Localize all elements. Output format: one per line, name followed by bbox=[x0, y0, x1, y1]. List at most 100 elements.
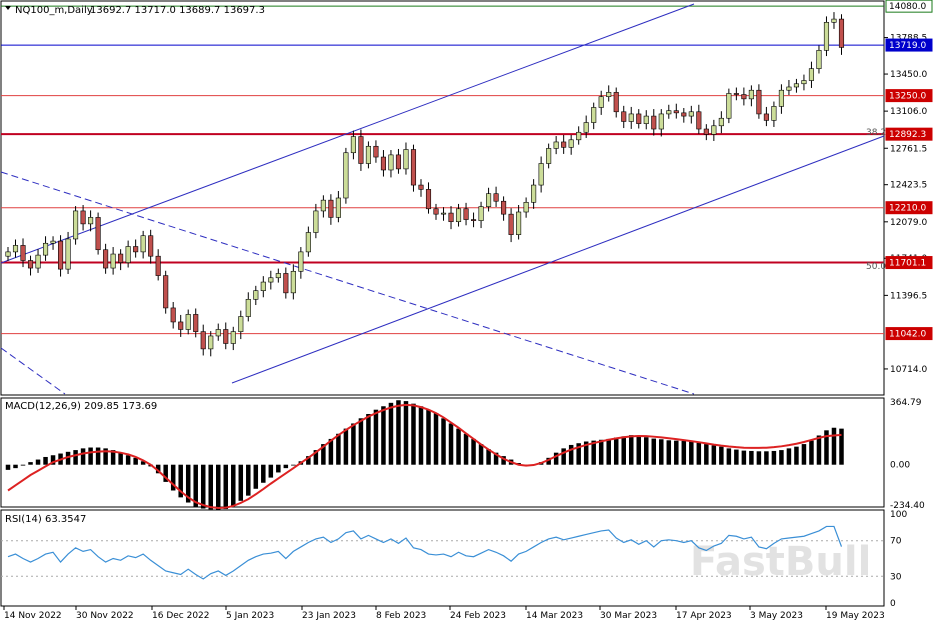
macd-bar bbox=[786, 448, 792, 465]
macd-bar bbox=[125, 455, 131, 465]
candle-body bbox=[606, 92, 612, 97]
candle-body bbox=[696, 111, 702, 130]
candle-body bbox=[486, 193, 492, 207]
macd-bar bbox=[801, 444, 807, 465]
macd-bar bbox=[276, 464, 281, 473]
macd-bar bbox=[373, 409, 379, 465]
macd-bar bbox=[704, 444, 709, 465]
macd-bar bbox=[185, 464, 191, 503]
price-tag-box bbox=[885, 127, 933, 141]
rsi-tick-label: 100 bbox=[890, 510, 907, 520]
candle-body bbox=[380, 156, 386, 171]
macd-bar bbox=[336, 433, 341, 465]
candle-body bbox=[193, 314, 199, 332]
candle-body bbox=[230, 331, 236, 344]
macd-bar bbox=[261, 464, 266, 483]
macd-bar bbox=[118, 452, 123, 465]
candle-body bbox=[373, 145, 379, 158]
rsi-tick-label: 0 bbox=[890, 599, 896, 609]
macd-bar bbox=[306, 456, 311, 465]
macd-bar bbox=[666, 440, 672, 465]
candle-body bbox=[283, 273, 289, 294]
macd-bar bbox=[621, 436, 626, 465]
candle-body bbox=[651, 115, 657, 130]
macd-bar bbox=[163, 464, 168, 482]
channel-upper-line bbox=[0, 3, 695, 264]
price-tick-label: 13450.0 bbox=[890, 70, 927, 80]
macd-bar bbox=[448, 423, 454, 465]
time-tick-label: 14 Mar 2023 bbox=[526, 611, 583, 621]
macd-bar bbox=[238, 464, 244, 501]
candle-body bbox=[733, 93, 739, 95]
price-tag-label: 11042.0 bbox=[889, 330, 926, 340]
candle-body bbox=[801, 80, 807, 85]
time-tick-label: 5 Jan 2023 bbox=[226, 611, 274, 621]
candle-body bbox=[808, 68, 815, 81]
time-tick-label: 8 Feb 2023 bbox=[376, 611, 426, 621]
macd-bar bbox=[140, 461, 146, 465]
time-tick-label: 17 Apr 2023 bbox=[676, 611, 732, 621]
candle-body bbox=[681, 112, 687, 117]
macd-bar bbox=[478, 444, 484, 465]
candle-body bbox=[103, 249, 109, 269]
macd-bar bbox=[223, 464, 229, 510]
candle-body bbox=[170, 307, 176, 323]
price-tag-box bbox=[885, 38, 933, 52]
fib-label-50: 50.0 bbox=[866, 262, 886, 272]
macd-bar bbox=[95, 447, 101, 465]
candle-body bbox=[200, 331, 206, 350]
macd-bar bbox=[283, 464, 289, 469]
candle-body bbox=[598, 96, 604, 108]
candle-body bbox=[208, 335, 214, 350]
macd-bar bbox=[726, 448, 732, 465]
macd-series bbox=[5, 400, 844, 510]
candle-body bbox=[125, 246, 131, 263]
macd-tick-label: 0.00 bbox=[890, 461, 910, 471]
fib-label-38: 38.2 bbox=[866, 128, 886, 138]
candle-body bbox=[643, 115, 649, 124]
collapse-arrow-icon[interactable] bbox=[5, 6, 11, 10]
macd-bar bbox=[839, 428, 844, 465]
candle-body bbox=[88, 217, 94, 225]
macd-bar bbox=[313, 450, 319, 465]
candle-body bbox=[42, 242, 49, 256]
candle-body bbox=[478, 206, 484, 221]
macd-bar bbox=[200, 464, 206, 509]
time-tick-label: 30 Mar 2023 bbox=[600, 611, 657, 621]
macd-bar bbox=[831, 427, 837, 465]
macd-bar bbox=[764, 451, 769, 465]
macd-bar bbox=[5, 464, 11, 470]
macd-bar bbox=[381, 406, 386, 465]
rsi-label: RSI(14) 63.3547 bbox=[5, 514, 86, 525]
macd-bar bbox=[463, 433, 469, 465]
watermark: FastBull bbox=[690, 539, 871, 585]
macd-bar bbox=[433, 413, 439, 465]
candle-body bbox=[816, 50, 822, 69]
macd-bar bbox=[246, 464, 251, 496]
candle-body bbox=[305, 232, 311, 253]
candle-body bbox=[831, 18, 837, 23]
price-tag-label: 13719.0 bbox=[889, 41, 926, 51]
macd-bar bbox=[553, 452, 559, 465]
candle-body bbox=[215, 329, 221, 337]
candle-body bbox=[50, 240, 56, 244]
candle-body bbox=[298, 251, 304, 272]
time-tick-label: 16 Dec 2022 bbox=[152, 611, 210, 621]
candle-body bbox=[838, 18, 845, 48]
candle-body bbox=[425, 189, 432, 210]
candle-body bbox=[260, 281, 266, 291]
candle-body bbox=[20, 245, 26, 261]
candle-body bbox=[433, 208, 439, 215]
ohlc-label: 13692.7 13717.0 13689.7 13697.3 bbox=[90, 5, 265, 16]
macd-bar bbox=[268, 464, 274, 478]
macd-tick-label: -234.40 bbox=[890, 501, 925, 511]
macd-bar bbox=[719, 446, 724, 465]
rsi-panel bbox=[0, 509, 885, 607]
macd-bar bbox=[734, 449, 739, 465]
macd-bar bbox=[651, 438, 657, 465]
macd-tick-label: 364.79 bbox=[890, 398, 922, 408]
macd-bar bbox=[358, 418, 364, 465]
macd-bar bbox=[411, 403, 416, 465]
symbol-label: NQ100_m,Daily bbox=[15, 5, 93, 16]
candle-body bbox=[621, 111, 627, 122]
